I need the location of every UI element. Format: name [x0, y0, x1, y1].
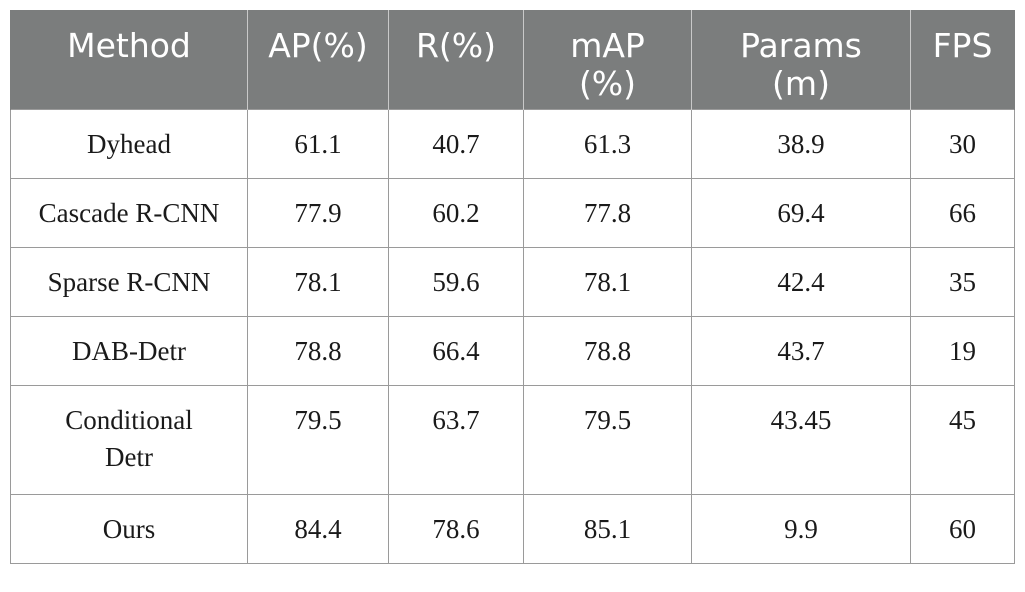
table-row: Ours 84.4 78.6 85.1 9.9 60	[10, 493, 1015, 564]
header-map: mAP (%)	[523, 10, 692, 109]
cell-map: 85.1	[523, 493, 692, 564]
table-row: DAB-Detr 78.8 66.4 78.8 43.7 19	[10, 315, 1015, 386]
cell-params: 43.45	[691, 384, 911, 495]
header-row: Method AP(%) R(%) mAP (%) Params (m) FPS	[10, 10, 1015, 109]
cell-fps: 45	[910, 384, 1015, 495]
header-params-line2: (m)	[772, 64, 830, 103]
cell-r: 66.4	[388, 315, 524, 386]
header-fps: FPS	[910, 10, 1015, 109]
cell-fps: 19	[910, 315, 1015, 386]
cell-ap: 84.4	[247, 493, 389, 564]
table-row: Dyhead 61.1 40.7 61.3 38.9 30	[10, 108, 1015, 179]
cell-method-line1: Conditional	[65, 404, 193, 435]
results-table-container: Method AP(%) R(%) mAP (%) Params (m) FPS…	[10, 10, 1015, 564]
cell-fps: 66	[910, 177, 1015, 248]
cell-r: 78.6	[388, 493, 524, 564]
cell-map: 61.3	[523, 108, 692, 179]
cell-ap: 78.1	[247, 246, 389, 317]
header-r: R(%)	[388, 10, 524, 109]
cell-method: Ours	[10, 493, 248, 564]
cell-ap: 61.1	[247, 108, 389, 179]
header-map-line1: mAP	[570, 26, 645, 65]
cell-method: Cascade R-CNN	[10, 177, 248, 248]
header-method: Method	[10, 10, 248, 109]
cell-map: 79.5	[523, 384, 692, 495]
cell-r: 40.7	[388, 108, 524, 179]
cell-method: Sparse R-CNN	[10, 246, 248, 317]
cell-params: 42.4	[691, 246, 911, 317]
cell-ap: 79.5	[247, 384, 389, 495]
cell-map: 77.8	[523, 177, 692, 248]
results-table: Method AP(%) R(%) mAP (%) Params (m) FPS…	[10, 10, 1015, 564]
header-params: Params (m)	[691, 10, 911, 109]
cell-map: 78.8	[523, 315, 692, 386]
header-params-line1: Params	[740, 26, 862, 65]
cell-ap: 77.9	[247, 177, 389, 248]
header-ap: AP(%)	[247, 10, 389, 109]
cell-ap: 78.8	[247, 315, 389, 386]
cell-params: 9.9	[691, 493, 911, 564]
cell-method: Dyhead	[10, 108, 248, 179]
table-row: Conditional Detr 79.5 63.7 79.5 43.45 45	[10, 384, 1015, 495]
cell-fps: 35	[910, 246, 1015, 317]
table-body: Dyhead 61.1 40.7 61.3 38.9 30 Cascade R-…	[10, 108, 1015, 564]
cell-params: 38.9	[691, 108, 911, 179]
cell-r: 63.7	[388, 384, 524, 495]
table-row: Cascade R-CNN 77.9 60.2 77.8 69.4 66	[10, 177, 1015, 248]
cell-map: 78.1	[523, 246, 692, 317]
cell-method: Conditional Detr	[10, 384, 248, 495]
header-map-line2: (%)	[578, 64, 637, 103]
cell-method: DAB-Detr	[10, 315, 248, 386]
cell-params: 69.4	[691, 177, 911, 248]
cell-fps: 60	[910, 493, 1015, 564]
cell-fps: 30	[910, 108, 1015, 179]
cell-r: 59.6	[388, 246, 524, 317]
table-header: Method AP(%) R(%) mAP (%) Params (m) FPS	[10, 10, 1015, 109]
cell-method-line2: Detr	[105, 441, 153, 472]
cell-r: 60.2	[388, 177, 524, 248]
table-row: Sparse R-CNN 78.1 59.6 78.1 42.4 35	[10, 246, 1015, 317]
cell-params: 43.7	[691, 315, 911, 386]
